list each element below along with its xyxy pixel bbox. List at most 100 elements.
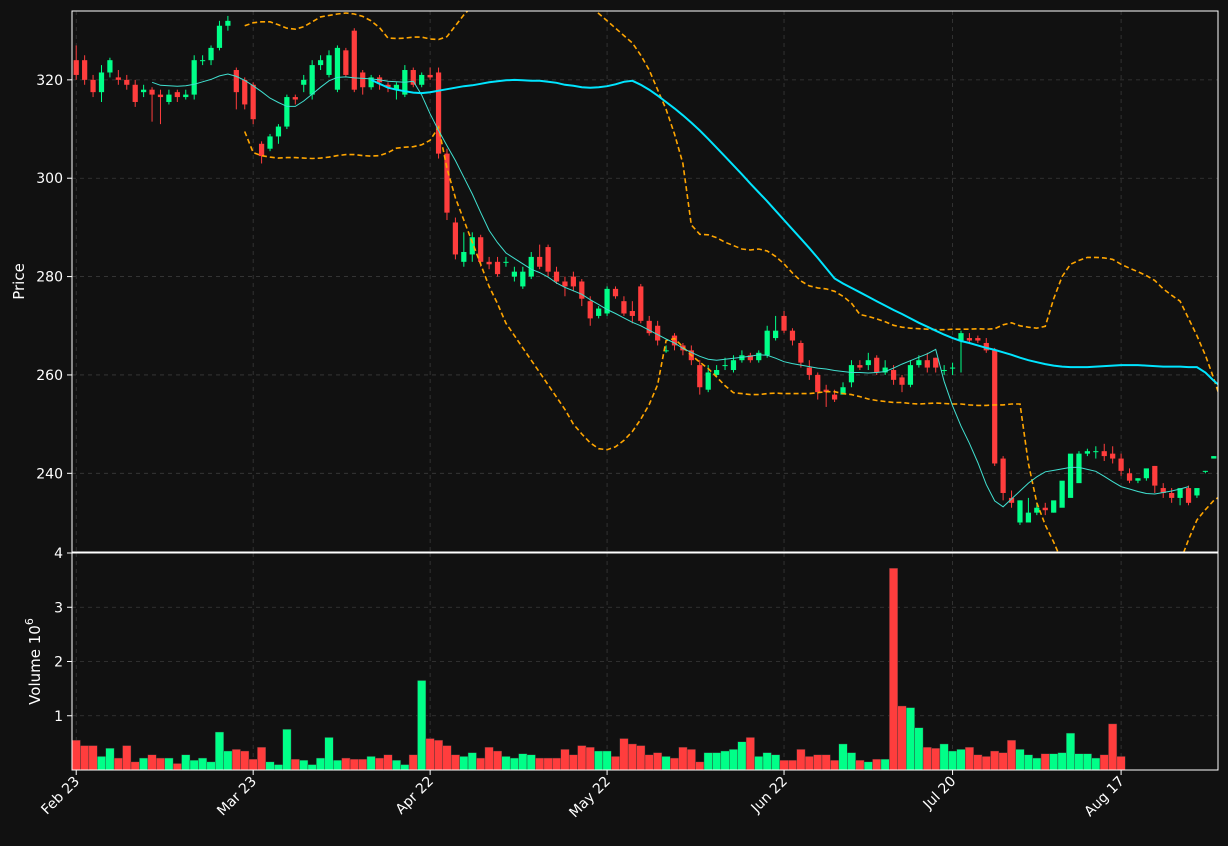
candle-body — [132, 84, 138, 102]
candle-body — [882, 367, 888, 373]
candle-body — [1101, 451, 1107, 457]
candle-body — [292, 97, 298, 100]
candle-body — [874, 357, 880, 373]
volume-bar — [779, 760, 789, 770]
candle-body — [587, 301, 593, 319]
candle-body — [848, 365, 855, 383]
volume-bar — [1116, 756, 1126, 770]
volume-tick-label: 1 — [54, 709, 63, 725]
volume-tick-label: 2 — [54, 655, 63, 671]
candle-body — [772, 330, 779, 339]
volume-bar — [97, 756, 106, 770]
candle-body — [1152, 465, 1158, 486]
candle-body — [317, 60, 324, 66]
ma-slow-line — [370, 78, 1218, 386]
volume-bar — [720, 750, 730, 770]
candle-body — [267, 136, 273, 149]
candle-body — [174, 92, 180, 98]
volume-bar — [889, 567, 898, 770]
volume-bar — [324, 737, 334, 770]
ma-fast-line — [151, 73, 1189, 508]
candle-body — [1118, 458, 1124, 471]
volume-bar — [897, 705, 907, 770]
volume-bar — [931, 748, 941, 770]
volume-bar — [223, 750, 233, 770]
x-tick-label: Jul 20 — [920, 774, 960, 814]
candle-body — [351, 30, 357, 90]
volume-bar — [838, 743, 848, 770]
volume-bar — [274, 764, 283, 770]
volume-bar — [501, 756, 511, 770]
candle-body — [730, 360, 737, 371]
volume-bar — [830, 760, 840, 770]
volume-bar — [771, 754, 781, 770]
candle-body — [562, 281, 568, 287]
candle-body — [486, 261, 492, 265]
volume-bar — [408, 754, 418, 770]
candle-body — [596, 308, 602, 316]
candle-body — [705, 372, 711, 390]
candle-body — [343, 50, 349, 75]
candle-body — [907, 365, 914, 385]
volume-bar — [231, 749, 241, 770]
volume-bar — [105, 748, 115, 770]
candle-body — [756, 352, 762, 361]
candle-body — [789, 330, 796, 341]
volume-bar — [366, 756, 376, 770]
volume-bar — [922, 747, 932, 770]
volume-bar — [577, 745, 587, 770]
candle-body — [1169, 492, 1175, 498]
volume-bar — [703, 752, 713, 770]
volume-bar — [1074, 753, 1084, 770]
volume-bar — [282, 729, 292, 770]
volume-bar — [1023, 754, 1033, 770]
candle-body — [258, 143, 265, 157]
candle-body — [671, 335, 678, 346]
volume-bar — [467, 752, 477, 770]
volume-bar — [333, 760, 342, 770]
candle-body — [368, 77, 374, 88]
candle-body — [865, 360, 871, 366]
candle-body — [1194, 488, 1200, 496]
volume-bar — [729, 749, 738, 770]
candle-body — [478, 237, 484, 262]
candle-body — [933, 357, 939, 368]
candle-body — [435, 72, 442, 154]
candle-body — [511, 271, 518, 277]
volume-bar — [847, 752, 856, 770]
candle-body — [958, 333, 964, 341]
price-axis-label: Price — [10, 263, 28, 300]
volume-bar — [459, 756, 469, 770]
candle-body — [107, 60, 113, 73]
candle-body — [579, 281, 585, 299]
candle-body — [233, 70, 239, 93]
candles — [73, 11, 1218, 552]
candle-body — [393, 84, 400, 90]
volume-bar — [206, 761, 216, 770]
volume-bar — [1082, 753, 1092, 770]
volume-bar — [948, 750, 957, 770]
x-tick-label: Jun 22 — [748, 774, 791, 817]
volume-bar — [509, 757, 519, 770]
volume-bar — [712, 752, 722, 770]
volume-bar — [543, 757, 553, 770]
candle-body — [115, 77, 121, 80]
price-tick-label: 280 — [36, 270, 63, 286]
x-tick-label: Apr 22 — [393, 774, 437, 818]
x-tick-label: Feb 23 — [38, 774, 83, 819]
candle-body — [1008, 497, 1015, 503]
candle-body — [1025, 512, 1032, 523]
volume-bar — [400, 764, 410, 770]
volume-bar — [156, 757, 165, 770]
candle-body — [798, 342, 804, 363]
candle-body — [638, 286, 644, 321]
price-tick-label: 300 — [36, 171, 63, 187]
volume-bar — [568, 754, 578, 770]
volume-bar — [442, 745, 452, 770]
volume-bar — [307, 764, 317, 770]
candle-body — [857, 365, 863, 368]
volume-bar — [248, 758, 258, 770]
volume-bar — [1108, 723, 1118, 770]
volume-bar — [139, 757, 149, 770]
candle-body — [1051, 500, 1057, 513]
